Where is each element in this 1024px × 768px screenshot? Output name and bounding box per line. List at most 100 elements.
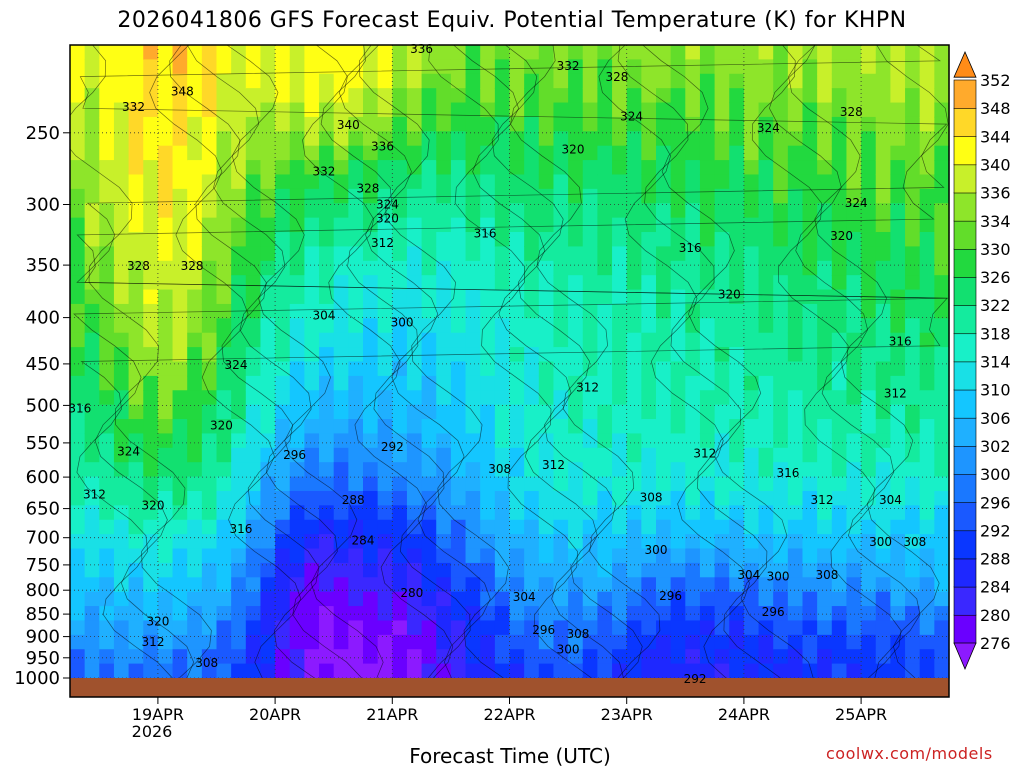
field-cell — [421, 447, 437, 463]
field-cell — [685, 160, 701, 176]
field-cell — [568, 332, 584, 348]
field-cell — [890, 606, 906, 622]
field-cell — [304, 476, 320, 492]
field-cell — [802, 347, 818, 363]
field-cell — [70, 188, 86, 204]
field-cell — [392, 663, 408, 679]
field-cell — [875, 318, 891, 334]
field-cell — [641, 462, 657, 478]
field-cell — [70, 505, 86, 521]
field-cell — [773, 447, 789, 463]
field-cell — [172, 663, 188, 679]
field-cell — [436, 145, 452, 161]
field-cell — [304, 577, 320, 593]
field-cell — [773, 347, 789, 363]
field-cell — [861, 303, 877, 319]
field-cell — [275, 275, 291, 291]
field-cell — [714, 490, 730, 506]
field-cell — [787, 203, 804, 219]
field-cell — [861, 73, 877, 89]
field-cell — [626, 404, 642, 420]
field-cell — [84, 634, 100, 650]
colorbar-label: 306 — [980, 409, 1011, 428]
field-cell — [597, 462, 613, 478]
field-cell — [304, 361, 320, 377]
field-cell — [612, 303, 628, 319]
field-cell — [187, 217, 203, 233]
field-cell — [143, 116, 159, 132]
field-cell — [582, 390, 598, 406]
y-tick-label: 450 — [26, 354, 60, 375]
field-cell — [494, 404, 511, 420]
field-cell — [743, 102, 760, 118]
field-cell — [363, 232, 379, 248]
contour-label: 320 — [210, 418, 233, 432]
contour-label: 340 — [337, 118, 360, 132]
field-cell — [656, 606, 672, 622]
field-cell — [465, 59, 481, 75]
field-cell — [568, 505, 584, 521]
field-cell — [612, 361, 628, 377]
field-cell — [143, 332, 159, 348]
field-cell — [245, 174, 262, 190]
field-cell — [494, 375, 511, 391]
field-cell — [436, 404, 452, 420]
field-cell — [187, 548, 203, 564]
field-cell — [392, 476, 408, 492]
field-cell — [231, 634, 247, 650]
field-cell — [890, 160, 906, 176]
field-cell — [817, 577, 833, 593]
field-cell — [289, 347, 305, 363]
field-cell — [216, 131, 232, 147]
field-cell — [465, 174, 481, 190]
field-cell — [494, 591, 511, 607]
field-cell — [861, 462, 877, 478]
field-cell — [729, 160, 745, 176]
field-cell — [187, 404, 203, 420]
field-cell — [538, 606, 555, 622]
field-cell — [392, 433, 408, 449]
field-cell — [216, 534, 232, 550]
y-tick-label: 950 — [26, 648, 60, 669]
field-cell — [494, 433, 511, 449]
field-cell — [524, 145, 540, 161]
field-cell — [919, 131, 935, 147]
colorbar-label: 348 — [980, 99, 1011, 118]
credit-link[interactable]: coolwx.com/models — [826, 744, 993, 763]
field-cell — [509, 88, 525, 104]
field-cell — [553, 433, 569, 449]
field-cell — [582, 88, 598, 104]
field-cell — [275, 188, 291, 204]
contour-label: 308 — [566, 627, 589, 641]
field-cell — [861, 375, 877, 391]
field-cell — [304, 275, 320, 291]
field-cell — [743, 232, 760, 248]
colorbar-swatch — [953, 79, 977, 109]
field-cell — [582, 505, 598, 521]
field-cell — [787, 116, 804, 132]
field-cell — [626, 562, 642, 578]
field-cell — [905, 562, 921, 578]
field-cell — [157, 260, 174, 276]
field-cell — [626, 73, 642, 89]
field-cell — [714, 289, 730, 305]
field-cell — [729, 102, 745, 118]
field-cell — [289, 476, 305, 492]
field-cell — [612, 174, 628, 190]
field-cell — [319, 289, 335, 305]
field-cell — [201, 634, 218, 650]
field-cell — [641, 275, 657, 291]
field-cell — [670, 116, 686, 132]
field-cell — [743, 289, 760, 305]
field-cell — [421, 634, 437, 650]
field-cell — [275, 45, 291, 60]
field-cell — [612, 462, 628, 478]
field-cell — [377, 45, 393, 60]
field-cell — [377, 447, 393, 463]
field-cell — [84, 145, 100, 161]
field-cell — [802, 59, 818, 75]
field-cell — [333, 217, 349, 233]
field-cell — [831, 562, 848, 578]
field-cell — [582, 577, 598, 593]
field-cell — [480, 562, 496, 578]
